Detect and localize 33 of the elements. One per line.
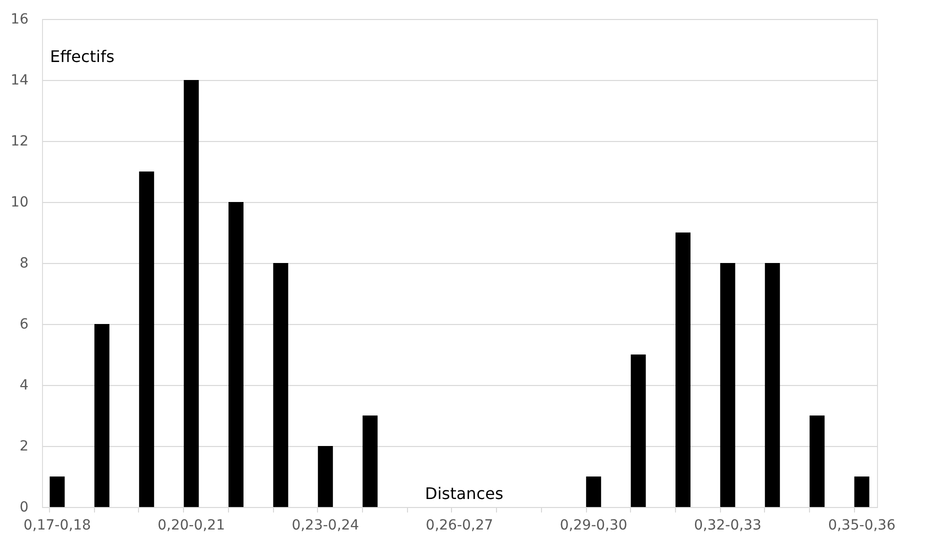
y-tick-label: 16 bbox=[10, 12, 29, 28]
y-tick-label: 0 bbox=[20, 500, 28, 516]
x-tick-label: 0,26-0,27 bbox=[426, 518, 494, 534]
x-tick-label: 0,20-0,21 bbox=[158, 518, 225, 534]
bar bbox=[228, 202, 244, 507]
bar bbox=[676, 232, 690, 507]
bar bbox=[184, 80, 199, 507]
x-tick-label: 0,29-0,30 bbox=[560, 518, 628, 534]
bar bbox=[630, 354, 646, 507]
y-tick-label: 12 bbox=[10, 134, 28, 150]
bar bbox=[318, 446, 333, 507]
x-tick-label: 0,23-0,24 bbox=[292, 518, 360, 534]
bar bbox=[854, 476, 870, 507]
y-tick-label: 10 bbox=[10, 194, 28, 210]
x-tick-label: 0,17-0,18 bbox=[23, 518, 91, 534]
bar bbox=[764, 263, 780, 507]
bar bbox=[720, 263, 736, 507]
bar bbox=[810, 416, 825, 507]
x-tick-label: 0,35-0,36 bbox=[828, 518, 896, 534]
bar bbox=[94, 324, 110, 507]
bar bbox=[273, 263, 288, 507]
x-axis-title: Distances bbox=[425, 484, 504, 503]
bar bbox=[139, 172, 154, 507]
y-tick-label: 8 bbox=[20, 256, 28, 272]
y-tick-label: 2 bbox=[20, 438, 28, 454]
bar bbox=[362, 416, 378, 507]
y-tick-label: 4 bbox=[20, 378, 29, 394]
bar bbox=[586, 476, 602, 507]
y-tick-label: 14 bbox=[10, 72, 29, 88]
y-tick-label: 6 bbox=[20, 316, 29, 332]
y-axis-title: Effectifs bbox=[50, 47, 114, 66]
bar bbox=[50, 476, 65, 507]
x-tick-label: 0,32-0,33 bbox=[694, 518, 762, 534]
